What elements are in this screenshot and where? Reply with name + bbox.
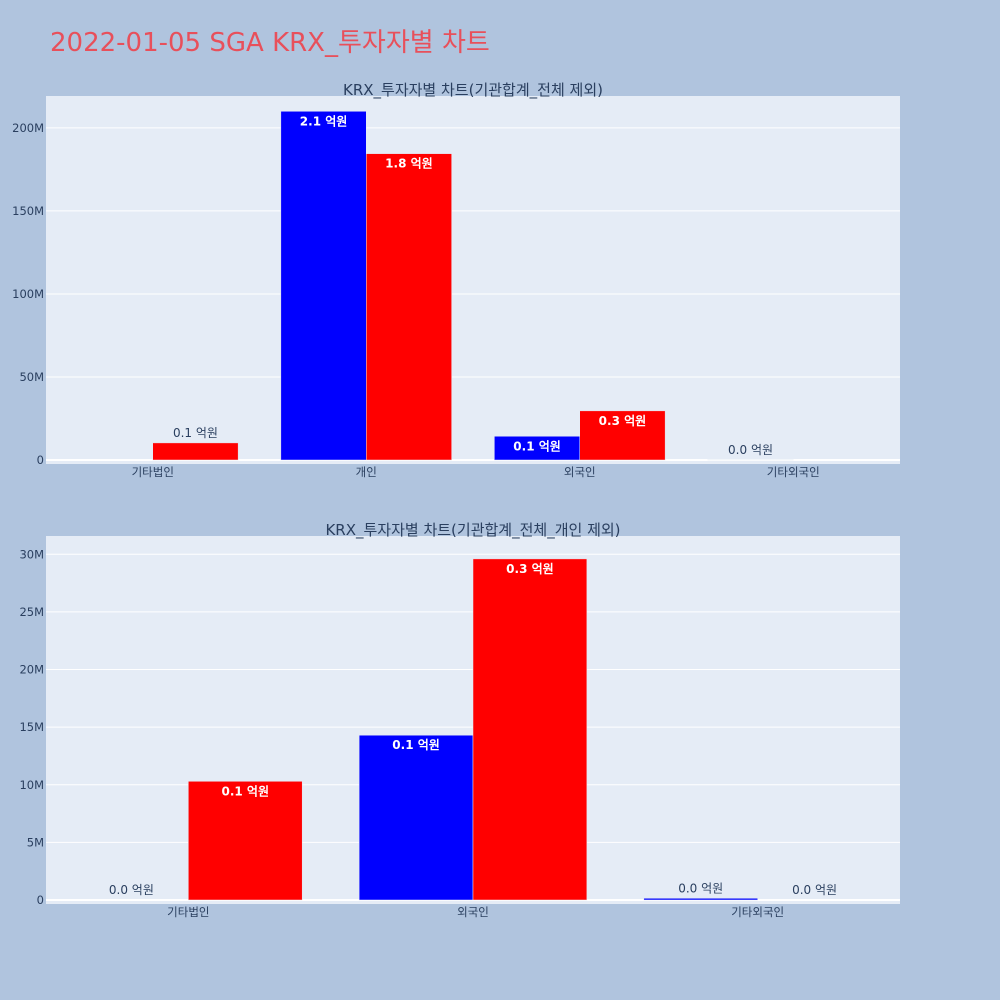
bar-data-label: 2.1 억원 xyxy=(300,114,348,128)
bar xyxy=(643,898,758,901)
y-tick-label: 0 xyxy=(37,893,44,907)
y-tick-label: 10M xyxy=(19,778,44,792)
chart-1: KRX_투자자별 차트(기관합계_전체 제외) 0 50M 100M 150M 200M 기… xyxy=(12,81,900,479)
bar-data-label: 0.0 억원 xyxy=(728,443,773,457)
x-tick-label: 기타외국인 xyxy=(731,905,784,919)
y-tick-label: 15M xyxy=(19,720,44,734)
y-tick-label: 100M xyxy=(12,287,44,301)
x-tick-label: 기타외국인 xyxy=(767,465,820,479)
bar xyxy=(280,111,367,461)
bar xyxy=(472,558,588,901)
chart-title: KRX_투자자별 차트(기관합계_전체_개인 제외) xyxy=(325,521,620,540)
y-tick-label: 5M xyxy=(27,835,44,849)
bar xyxy=(188,781,303,901)
chart-2: KRX_투자자별 차트(기관합계_전체_개인 제외) 0 5M 10M 15M 20M 25… xyxy=(19,521,900,919)
bar-data-label: 0.3 억원 xyxy=(506,562,554,576)
bar-data-label: 0.0 억원 xyxy=(792,883,837,897)
bar-data-label: 0.0 억원 xyxy=(109,883,154,897)
y-tick-label: 30M xyxy=(19,547,44,561)
chart-title: KRX_투자자별 차트(기관합계_전체 제외) xyxy=(343,81,603,100)
x-tick-label: 개인 xyxy=(356,465,377,479)
bar xyxy=(366,153,452,461)
plot-area xyxy=(46,96,900,464)
bar-data-label: 0.1 억원 xyxy=(513,439,561,453)
y-tick-label: 25M xyxy=(19,605,44,619)
bar-data-label: 0.1 억원 xyxy=(222,784,270,798)
y-tick-label: 150M xyxy=(12,204,44,218)
bar-data-label: 0.1 억원 xyxy=(392,738,440,752)
x-tick-label: 외국인 xyxy=(457,905,489,919)
x-tick-label: 기타법인 xyxy=(167,905,209,919)
y-tick-label: 50M xyxy=(19,370,44,384)
x-tick-label: 기타법인 xyxy=(132,465,174,479)
bar xyxy=(358,734,474,901)
page-title: 2022-01-05 SGA KRX_투자자별 차트 xyxy=(50,28,490,58)
bar xyxy=(579,410,666,461)
bar-data-label: 0.0 억원 xyxy=(678,881,723,895)
bar xyxy=(152,442,239,461)
x-tick-label: 외국인 xyxy=(564,465,596,479)
bar-data-label: 1.8 억원 xyxy=(385,157,433,171)
y-tick-label: 20M xyxy=(19,663,44,677)
bar-data-label: 0.1 억원 xyxy=(173,426,218,440)
y-tick-label: 0 xyxy=(37,453,44,467)
bar-data-label: 0.3 억원 xyxy=(599,414,647,428)
y-tick-label: 200M xyxy=(12,121,44,135)
